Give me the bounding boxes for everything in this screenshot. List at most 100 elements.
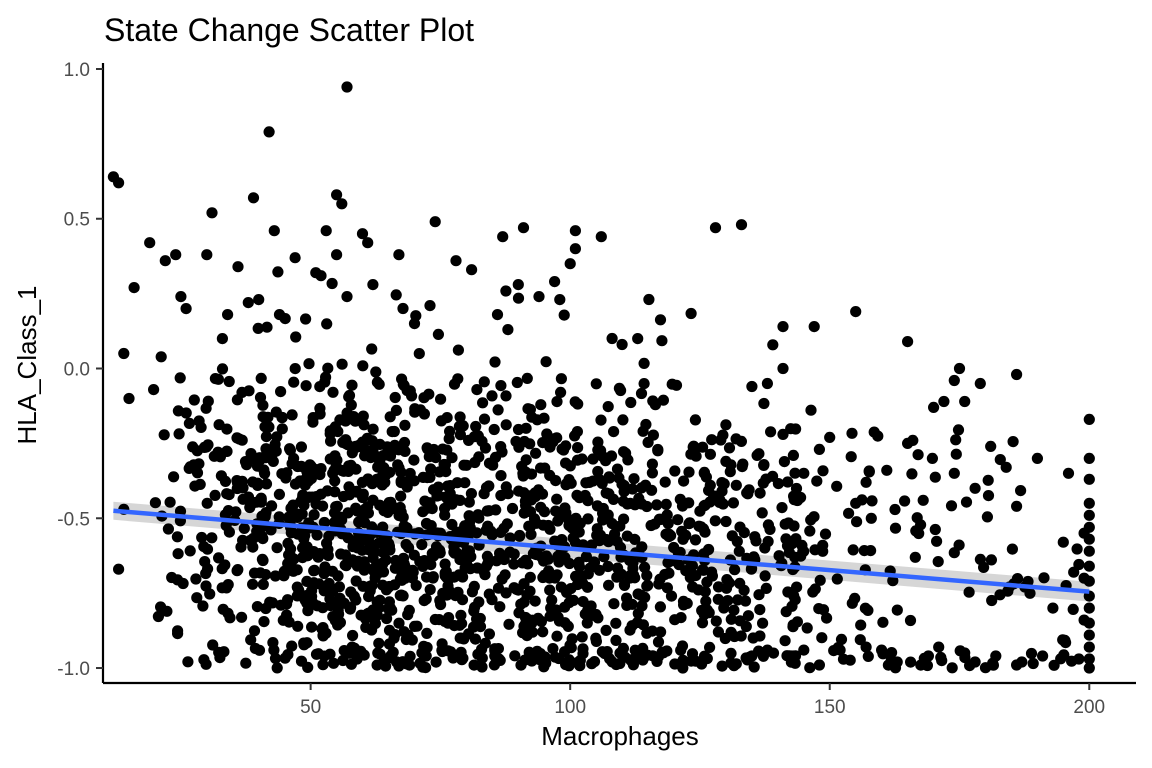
- data-point: [403, 542, 415, 554]
- data-point: [912, 449, 924, 461]
- data-point: [327, 611, 339, 623]
- data-point: [245, 634, 257, 646]
- data-point: [491, 309, 504, 321]
- data-point: [665, 590, 678, 602]
- data-point: [257, 533, 269, 545]
- data-point: [577, 643, 589, 655]
- data-point: [247, 541, 259, 553]
- data-point: [690, 570, 702, 582]
- data-point: [367, 444, 379, 456]
- data-point: [1083, 497, 1095, 509]
- x-tick-label: 150: [814, 697, 846, 718]
- data-point: [488, 423, 500, 436]
- data-point: [446, 452, 458, 464]
- data-point: [596, 477, 608, 489]
- data-point: [654, 314, 667, 326]
- data-point: [524, 403, 537, 416]
- data-point: [953, 362, 966, 375]
- data-point: [595, 231, 607, 243]
- data-point: [746, 650, 758, 662]
- x-axis-title: Macrophages: [541, 721, 699, 751]
- data-point: [502, 324, 514, 336]
- data-point: [1007, 436, 1019, 448]
- data-point: [366, 343, 378, 355]
- data-point: [367, 423, 379, 435]
- data-point: [148, 384, 160, 396]
- data-point: [123, 392, 135, 405]
- data-point: [629, 533, 641, 546]
- data-point: [300, 313, 312, 325]
- data-point: [240, 657, 252, 669]
- data-point: [586, 658, 598, 670]
- data-point: [553, 556, 565, 568]
- data-point: [698, 548, 710, 560]
- data-point: [851, 516, 863, 528]
- data-point: [398, 520, 410, 532]
- data-point: [518, 507, 530, 519]
- data-point: [712, 593, 724, 605]
- data-point: [641, 500, 653, 513]
- data-point: [789, 467, 801, 479]
- data-point: [206, 532, 218, 544]
- data-point: [554, 294, 566, 306]
- data-point: [632, 607, 644, 620]
- data-point: [791, 494, 803, 507]
- data-point: [959, 647, 971, 659]
- data-point: [424, 471, 436, 483]
- data-point: [172, 628, 184, 640]
- data-point: [781, 540, 794, 552]
- data-point: [742, 610, 755, 622]
- data-point: [661, 582, 674, 594]
- data-point: [315, 270, 327, 282]
- data-point: [435, 598, 447, 611]
- data-point: [698, 466, 711, 478]
- data-point: [876, 644, 888, 656]
- data-point: [429, 216, 441, 228]
- data-point: [760, 582, 772, 595]
- data-point: [351, 505, 363, 517]
- data-point: [1071, 543, 1083, 555]
- data-point: [756, 507, 768, 519]
- data-point: [243, 385, 255, 397]
- data-point: [390, 289, 402, 301]
- data-point: [384, 447, 397, 459]
- data-point: [454, 619, 466, 631]
- data-point: [113, 563, 125, 575]
- data-point: [216, 333, 228, 345]
- data-point: [200, 567, 212, 580]
- data-point: [728, 630, 741, 643]
- data-point: [322, 550, 334, 562]
- data-point: [643, 293, 655, 306]
- data-point: [877, 616, 889, 628]
- data-point: [403, 604, 415, 617]
- data-point: [300, 380, 312, 392]
- y-tick-label: -0.5: [57, 509, 90, 530]
- data-point: [276, 423, 288, 435]
- data-point: [921, 659, 934, 672]
- data-point: [360, 621, 372, 634]
- data-point: [513, 607, 525, 619]
- data-point: [172, 548, 184, 560]
- data-point: [171, 531, 183, 543]
- data-point: [741, 487, 753, 499]
- data-point: [252, 479, 264, 491]
- data-point: [489, 356, 501, 368]
- data-point: [445, 646, 457, 658]
- data-point: [342, 507, 354, 519]
- data-point: [193, 458, 205, 470]
- data-point: [382, 581, 394, 594]
- data-point: [450, 255, 462, 267]
- data-point: [511, 376, 523, 389]
- data-point: [945, 500, 958, 512]
- data-point: [367, 279, 379, 291]
- data-point: [672, 514, 684, 526]
- data-point: [683, 466, 695, 478]
- data-point: [388, 503, 400, 515]
- data-point: [213, 646, 225, 659]
- data-point: [727, 497, 740, 509]
- data-point: [985, 554, 998, 566]
- data-point: [444, 425, 456, 437]
- data-point: [408, 454, 420, 466]
- data-point: [1083, 473, 1095, 485]
- data-point: [273, 488, 285, 500]
